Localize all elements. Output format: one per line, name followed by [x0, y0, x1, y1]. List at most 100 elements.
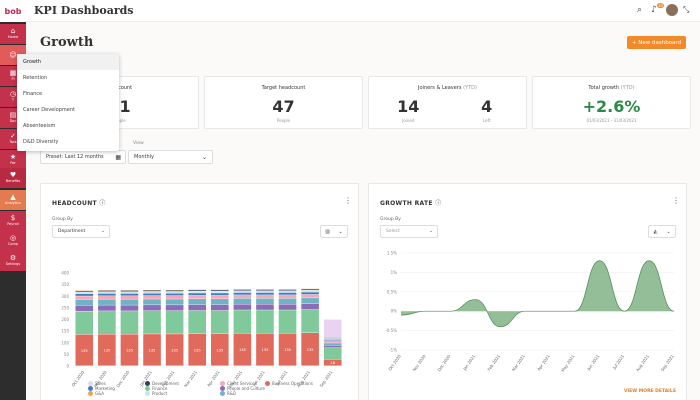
bar-segment[interactable]	[165, 334, 184, 366]
area-line[interactable]	[400, 260, 675, 328]
bar-segment[interactable]	[301, 292, 319, 295]
bar-segment[interactable]	[188, 290, 207, 291]
bar-segment[interactable]	[75, 299, 94, 306]
view-more-details-link[interactable]: VIEW MORE DETAILS	[624, 389, 676, 394]
bar-segment[interactable]	[233, 292, 252, 295]
bar-segment[interactable]	[233, 304, 252, 310]
bar-segment[interactable]	[188, 310, 207, 334]
bar-segment[interactable]	[120, 290, 139, 292]
sidebar-item-benefits[interactable]: ♥ Benefits	[0, 168, 26, 188]
period-select[interactable]: Preset: Last 12 months ▦	[40, 150, 126, 164]
bar-segment[interactable]	[301, 298, 319, 304]
sidebar-item-per[interactable]: ★ Per	[0, 150, 26, 170]
bar-segment[interactable]	[143, 334, 161, 366]
bar-segment[interactable]	[233, 295, 252, 299]
bar-segment[interactable]	[165, 299, 184, 305]
dropdown-item[interactable]: Absenteeism	[23, 123, 56, 129]
avatar[interactable]	[666, 4, 678, 16]
sidebar-item-home[interactable]: ⌂ Home	[0, 24, 26, 44]
bar-segment[interactable]	[75, 290, 94, 292]
more-options-icon[interactable]: ⋮	[344, 196, 352, 205]
bar-segment[interactable]	[143, 305, 161, 311]
bar-segment[interactable]	[98, 311, 116, 334]
bar-segment[interactable]	[143, 295, 161, 299]
bar-segment[interactable]	[323, 343, 342, 346]
bar-segment[interactable]	[210, 290, 229, 291]
bar-segment[interactable]	[278, 304, 297, 310]
more-options-icon[interactable]: ⋮	[672, 196, 680, 205]
group-by-select[interactable]: Department ⌄	[52, 225, 110, 238]
legend-item[interactable]: People and Culture	[220, 386, 265, 391]
info-icon[interactable]: ⓘ	[99, 200, 106, 207]
bar-segment[interactable]	[323, 340, 342, 343]
bar-segment[interactable]	[210, 295, 229, 299]
bar-segment[interactable]	[256, 289, 274, 291]
bar-segment[interactable]	[301, 290, 319, 292]
group-by-select[interactable]: Select ⌄	[380, 225, 438, 238]
bar-segment[interactable]	[301, 303, 319, 310]
bar-segment[interactable]	[188, 299, 207, 305]
legend-item[interactable]: Business Operations	[265, 381, 313, 386]
view-select[interactable]: Monthly ⌄	[128, 150, 213, 164]
legend-item[interactable]: Finance	[145, 386, 167, 391]
bar-segment[interactable]	[278, 295, 297, 299]
bar-segment[interactable]	[165, 295, 184, 299]
legend-item[interactable]: G&A	[88, 391, 104, 396]
chevron-down-icon[interactable]: ⌃	[87, 37, 94, 46]
bar-segment[interactable]	[210, 304, 229, 311]
bar-segment[interactable]	[256, 298, 274, 304]
bar-segment[interactable]	[233, 310, 252, 334]
bar-segment[interactable]	[98, 305, 116, 311]
bar-segment[interactable]	[301, 294, 319, 298]
bar-segment[interactable]	[165, 293, 184, 296]
bar-segment[interactable]	[75, 311, 94, 335]
bar-segment[interactable]	[210, 293, 229, 296]
bar-segment[interactable]	[75, 292, 94, 294]
bar-segment[interactable]	[188, 304, 207, 311]
bar-segment[interactable]	[188, 295, 207, 299]
bar-segment[interactable]	[143, 310, 161, 334]
company-logo[interactable]: bob	[0, 0, 26, 22]
bar-segment[interactable]	[256, 290, 274, 293]
legend-item[interactable]: Client Services	[220, 381, 257, 386]
bar-segment[interactable]	[233, 289, 252, 291]
bar-segment[interactable]	[75, 293, 94, 296]
bar-segment[interactable]	[98, 293, 116, 296]
bar-segment[interactable]	[98, 299, 116, 305]
bell-icon[interactable]: ♪	[651, 5, 657, 15]
bar-segment[interactable]	[323, 345, 342, 348]
bar-segment[interactable]	[120, 299, 139, 305]
bar-segment[interactable]	[120, 293, 139, 296]
bar-segment[interactable]	[256, 333, 274, 366]
bar-segment[interactable]	[143, 291, 161, 294]
dropdown-item[interactable]: Finance	[23, 91, 43, 97]
bar-segment[interactable]	[120, 296, 139, 300]
bar-segment[interactable]	[98, 296, 116, 300]
bar-segment[interactable]	[210, 299, 229, 305]
bar-segment[interactable]	[210, 310, 229, 334]
bar-segment[interactable]	[256, 292, 274, 295]
bar-segment[interactable]	[256, 310, 274, 334]
bar-segment[interactable]	[120, 334, 139, 366]
dropdown-item[interactable]: Growth	[17, 54, 119, 70]
legend-item[interactable]: Product	[145, 391, 167, 396]
bar-segment[interactable]	[278, 310, 297, 334]
bar-segment[interactable]	[143, 299, 161, 305]
bar-segment[interactable]	[75, 305, 94, 311]
page-title[interactable]: Growth	[40, 35, 94, 50]
dropdown-item[interactable]: Career Development	[23, 107, 75, 113]
collapse-icon[interactable]: ⤡	[683, 5, 690, 14]
bar-segment[interactable]	[75, 296, 94, 300]
bar-segment[interactable]	[98, 291, 116, 294]
bar-segment[interactable]	[301, 309, 319, 333]
legend-item[interactable]: Sales	[88, 381, 106, 386]
bar-segment[interactable]	[165, 291, 184, 294]
bar-segment[interactable]	[278, 292, 297, 295]
legend-item[interactable]: Marketing	[88, 386, 115, 391]
chart-type-select[interactable]: ◭ ⌄	[648, 225, 676, 238]
bar-segment[interactable]	[210, 291, 229, 293]
bar-segment[interactable]	[323, 359, 342, 366]
bar-segment[interactable]	[143, 293, 161, 296]
bar-segment[interactable]	[210, 333, 229, 366]
bar-segment[interactable]	[233, 333, 252, 366]
